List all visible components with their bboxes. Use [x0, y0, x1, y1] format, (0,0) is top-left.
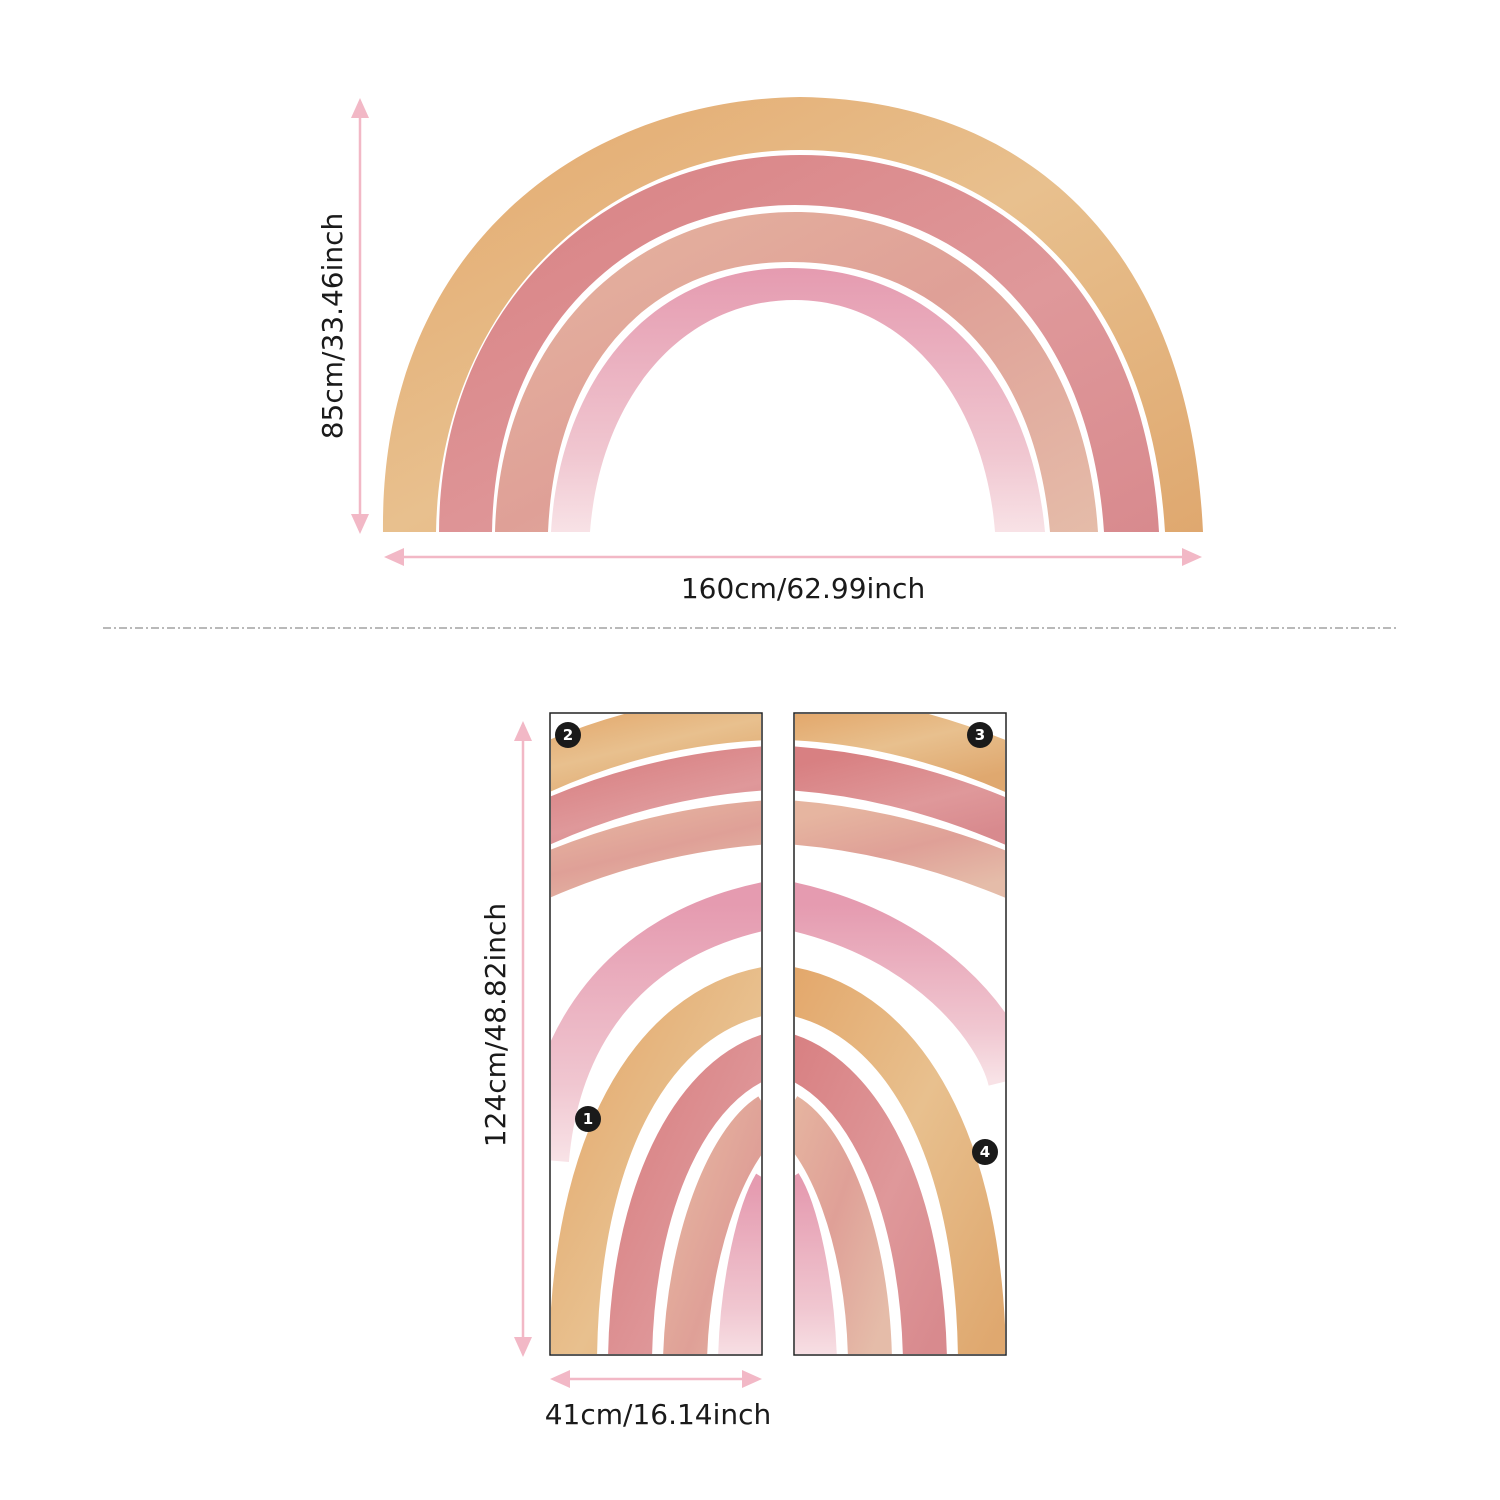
rainbow-width-label: 160cm/62.99inch	[681, 572, 925, 605]
badge-3: 3	[967, 722, 993, 748]
width-arrow-top	[384, 548, 1202, 566]
svg-text:4: 4	[980, 1143, 990, 1161]
rainbow-band-second	[439, 155, 1159, 532]
rainbow-illustration	[382, 97, 1203, 532]
rainbow-band-inner	[551, 268, 1045, 532]
width-arrow-panels	[550, 1370, 762, 1388]
badge-1: 1	[575, 1106, 601, 1132]
svg-text:1: 1	[583, 1110, 593, 1128]
panel-width-label: 41cm/16.14inch	[545, 1398, 772, 1431]
svg-text:3: 3	[975, 726, 985, 744]
svg-text:2: 2	[563, 726, 573, 744]
badge-2: 2	[555, 722, 581, 748]
rainbow-height-label: 85cm/33.46inch	[316, 213, 349, 440]
height-arrow-panels	[514, 721, 532, 1357]
badge-4: 4	[972, 1139, 998, 1165]
rainbow-band-third	[495, 212, 1098, 532]
panel-height-label: 124cm/48.82inch	[479, 903, 512, 1147]
rainbow-band-outer	[382, 97, 1203, 532]
panel-left	[549, 712, 763, 1356]
height-arrow-top	[351, 98, 369, 534]
panel-right	[793, 712, 1007, 1356]
